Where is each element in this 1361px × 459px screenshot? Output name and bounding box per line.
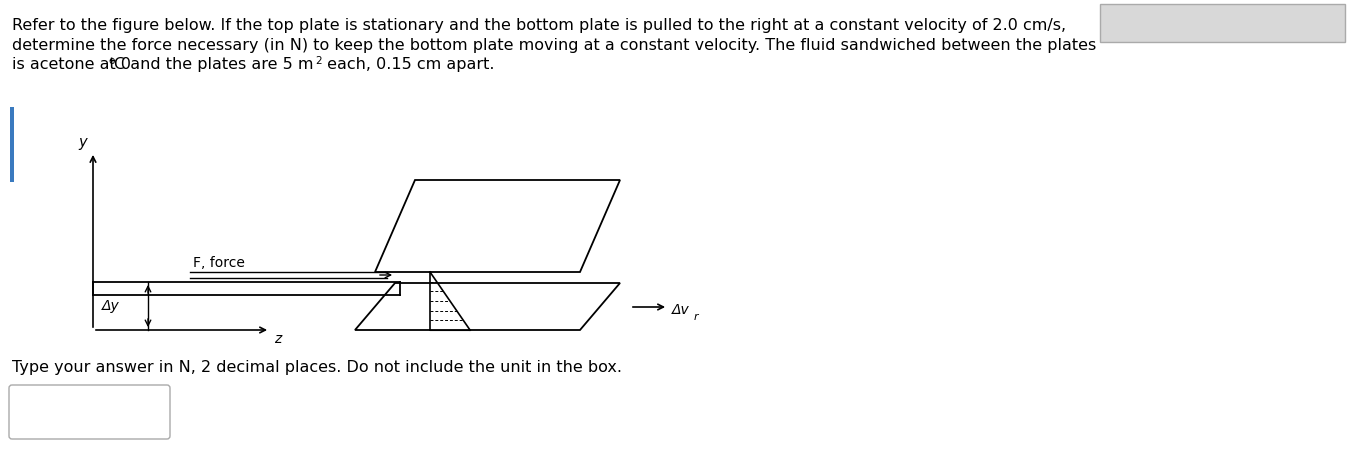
- Text: z: z: [274, 332, 282, 346]
- Text: o: o: [108, 56, 114, 66]
- Text: Type your answer in N, 2 decimal places. Do not include the unit in the box.: Type your answer in N, 2 decimal places.…: [12, 360, 622, 375]
- Text: each, 0.15 cm apart.: each, 0.15 cm apart.: [323, 57, 494, 72]
- FancyBboxPatch shape: [1100, 4, 1345, 42]
- Text: F, force: F, force: [193, 256, 245, 270]
- Bar: [10, 107, 14, 182]
- Text: C and the plates are 5 m: C and the plates are 5 m: [114, 57, 313, 72]
- Text: Δy: Δy: [102, 299, 120, 313]
- FancyBboxPatch shape: [10, 385, 170, 439]
- Text: determine the force necessary (in N) to keep the bottom plate moving at a consta: determine the force necessary (in N) to …: [12, 38, 1096, 53]
- Text: Δv: Δv: [672, 303, 690, 317]
- Text: Refer to the figure below. If the top plate is stationary and the bottom plate i: Refer to the figure below. If the top pl…: [12, 18, 1066, 33]
- Text: y: y: [79, 135, 87, 150]
- Text: r: r: [694, 312, 698, 322]
- Text: is acetone at 0: is acetone at 0: [12, 57, 131, 72]
- Text: 2: 2: [314, 56, 321, 66]
